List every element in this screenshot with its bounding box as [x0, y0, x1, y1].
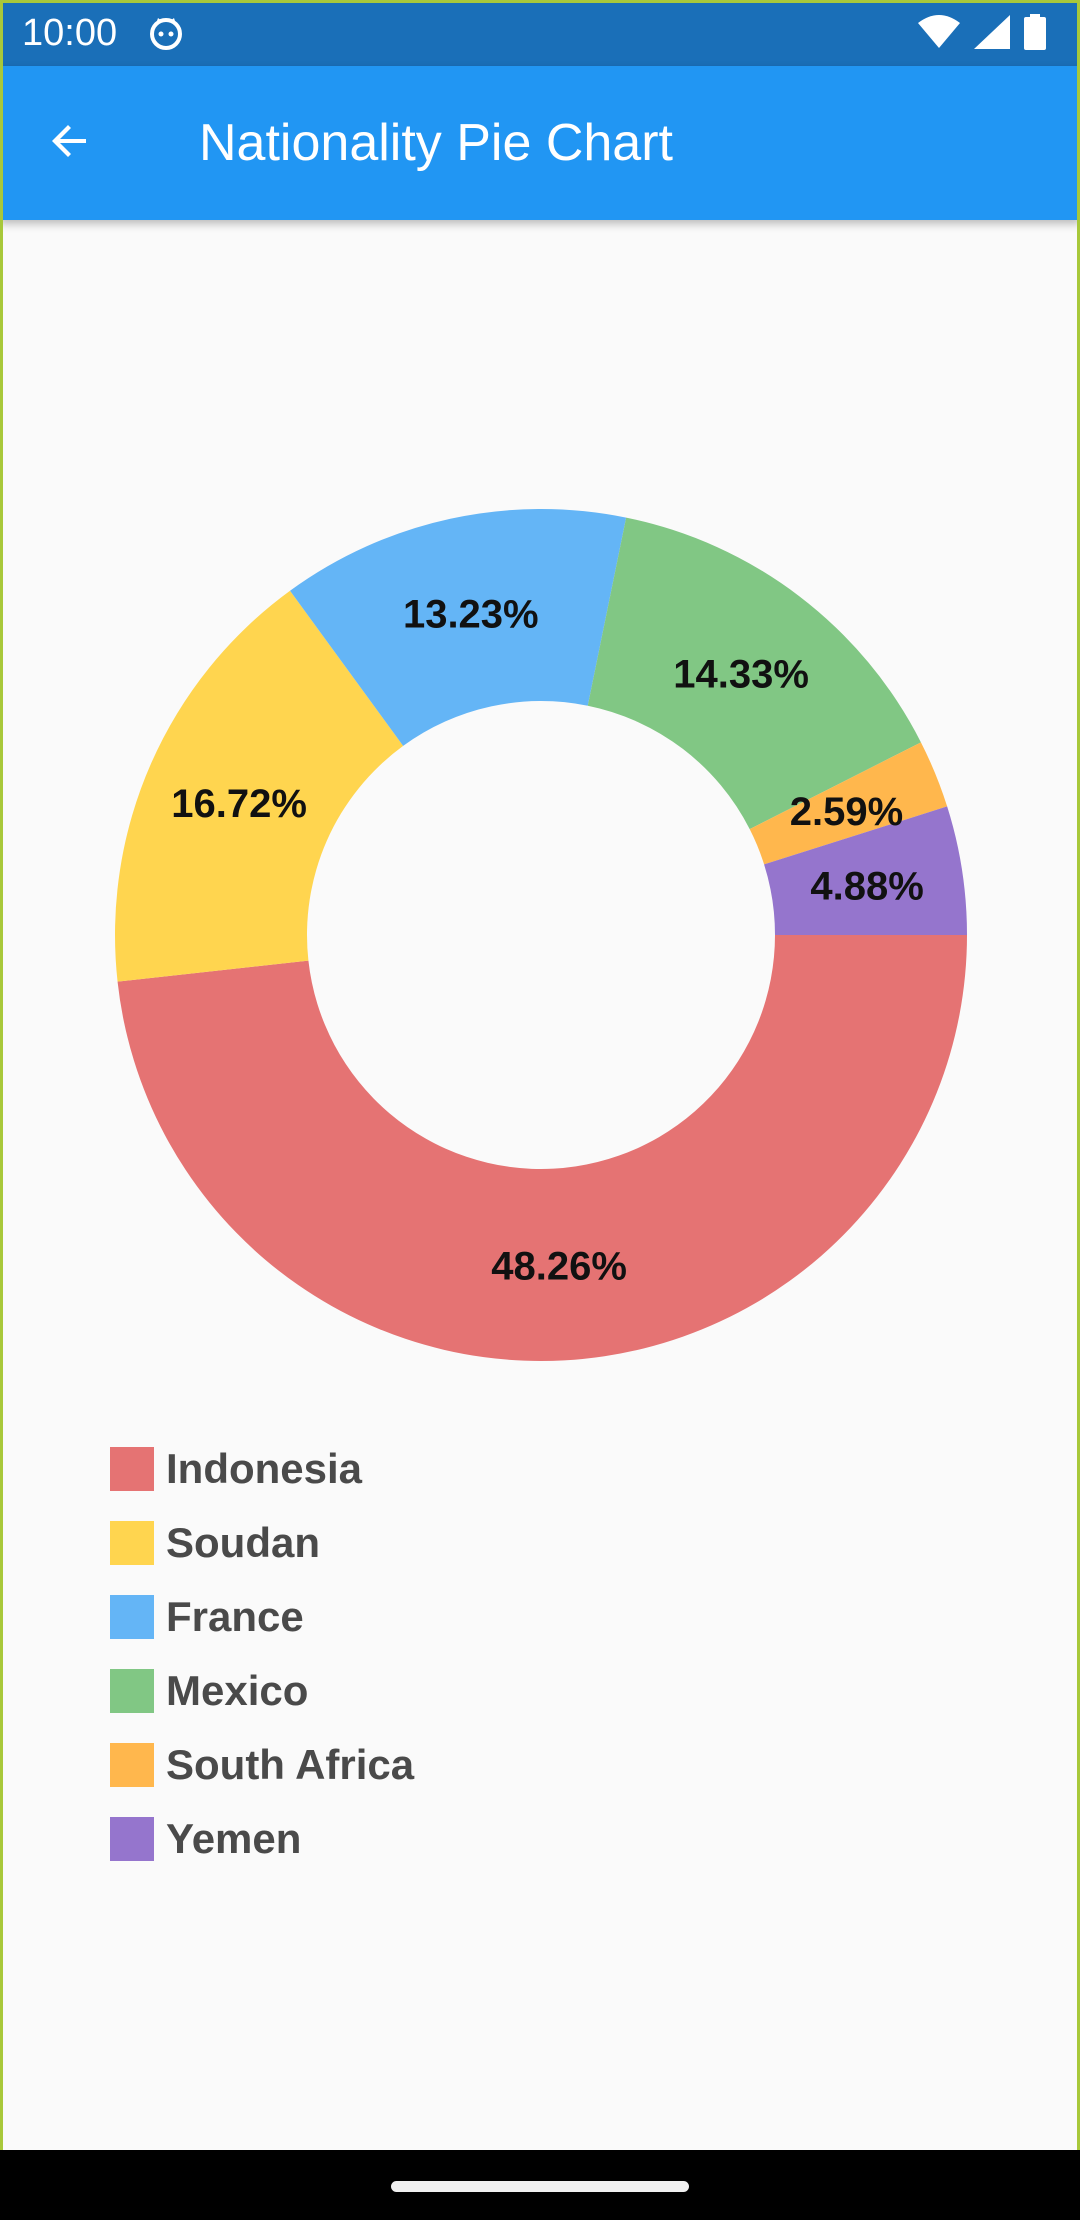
navigation-bar: [0, 2150, 1080, 2220]
wifi-icon: [918, 15, 960, 54]
home-gesture-handle[interactable]: [391, 2181, 689, 2192]
signal-icon: [974, 15, 1010, 54]
legend-item-indonesia: Indonesia: [110, 1432, 414, 1506]
legend-label: France: [166, 1593, 304, 1640]
status-time: 10:00: [22, 12, 118, 54]
legend-swatch: [110, 1595, 154, 1639]
page-title: Nationality Pie Chart: [199, 114, 673, 172]
legend-label: Mexico: [166, 1667, 309, 1714]
back-button[interactable]: [38, 111, 102, 175]
donut-chart: 48.26% 16.72% 13.23% 14.33% 2.59% 4.88%: [115, 509, 968, 1361]
slice-south-africa[interactable]: [749, 742, 948, 865]
legend-swatch: [110, 1669, 154, 1713]
legend-swatch: [110, 1743, 154, 1787]
legend-label: South Africa: [166, 1741, 415, 1788]
legend-label: Yemen: [166, 1815, 302, 1862]
slice-soudan[interactable]: [115, 590, 404, 982]
app-bar: Nationality Pie Chart: [0, 66, 1080, 220]
legend-swatch: [110, 1447, 154, 1491]
legend-item-south-africa: South Africa: [110, 1728, 414, 1802]
chart-area: 48.26% 16.72% 13.23% 14.33% 2.59% 4.88% Indon…: [0, 220, 1080, 2150]
legend-label: Indonesia: [166, 1445, 363, 1492]
slice-label-yemen: 4.88%: [810, 865, 923, 909]
chart-legend: Indonesia Soudan France Mexico South Africa Y…: [110, 1432, 414, 1876]
legend-item-mexico: Mexico: [110, 1654, 414, 1728]
battery-icon: [1024, 14, 1046, 55]
cat-notification-icon: [148, 15, 184, 56]
slice-mexico[interactable]: [587, 517, 921, 830]
slice-yemen[interactable]: [764, 806, 967, 935]
legend-label: Soudan: [166, 1519, 320, 1566]
slice-label-soudan: 16.72%: [171, 782, 307, 826]
slice-indonesia[interactable]: [117, 935, 968, 1361]
slice-label-mexico: 14.33%: [673, 653, 809, 697]
legend-swatch: [110, 1521, 154, 1565]
legend-item-yemen: Yemen: [110, 1802, 414, 1876]
legend-item-soudan: Soudan: [110, 1506, 414, 1580]
slice-label-indonesia: 48.26%: [491, 1245, 627, 1289]
legend-item-france: France: [110, 1580, 414, 1654]
status-bar: 10:00: [0, 0, 1080, 66]
slice-label-france: 13.23%: [403, 593, 539, 637]
slice-label-south-africa: 2.59%: [790, 790, 903, 834]
slice-france[interactable]: [290, 509, 627, 746]
legend-swatch: [110, 1817, 154, 1861]
arrow-back-icon: [46, 117, 94, 170]
